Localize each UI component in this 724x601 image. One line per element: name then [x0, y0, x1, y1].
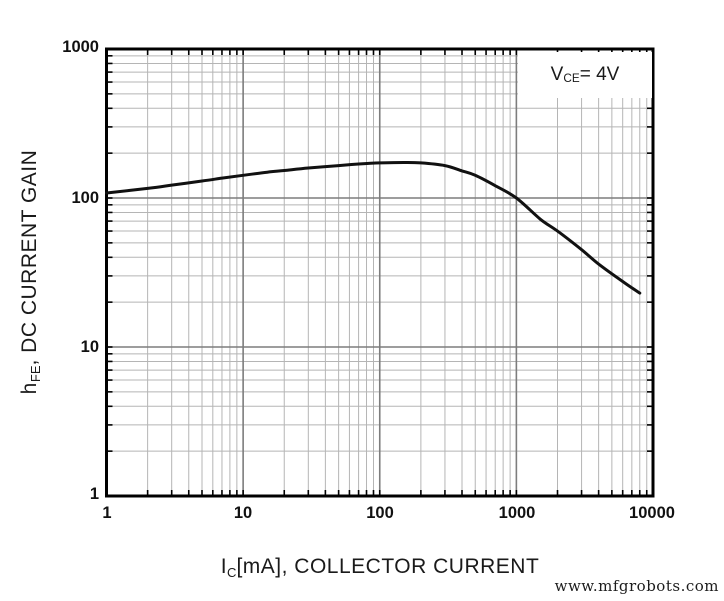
x-tick-label-100: 100	[366, 504, 394, 522]
y-axis-title: hFE, DC CURRENT GAIN	[18, 149, 43, 395]
watermark-text: www.mfgrobots.com	[554, 577, 719, 595]
y-tick-label-1: 1	[89, 485, 99, 503]
vce-symbol: V	[550, 64, 564, 85]
x-tick-label-1: 1	[102, 504, 112, 522]
vce-subscript: CE	[563, 71, 580, 85]
x-axis-title-symbol: I	[220, 555, 228, 578]
x-axis-title: IC[mA], COLLECTOR CURRENT	[220, 555, 540, 580]
hfe-curve	[105, 160, 642, 295]
plot-border	[105, 47, 655, 498]
x-tick-label-10: 10	[233, 504, 253, 522]
y-tick-label-10: 10	[80, 338, 99, 356]
y-axis-title-text: , DC CURRENT GAIN	[18, 149, 41, 366]
y-tick-label-1000: 1000	[62, 38, 99, 56]
y-tick-label-100: 100	[71, 189, 99, 207]
vce-condition-annotation: V CE = 4V	[518, 52, 652, 98]
y-axis-title-symbol: h	[18, 382, 41, 395]
y-axis-title-subscript: FE	[27, 365, 43, 383]
x-axis-title-text: [mA], COLLECTOR CURRENT	[236, 555, 540, 578]
x-tick-label-10000: 10000	[629, 504, 675, 522]
vce-value: = 4V	[579, 64, 620, 85]
x-tick-label-1000: 1000	[498, 504, 536, 522]
x-axis-title-subscript: C	[227, 564, 237, 580]
